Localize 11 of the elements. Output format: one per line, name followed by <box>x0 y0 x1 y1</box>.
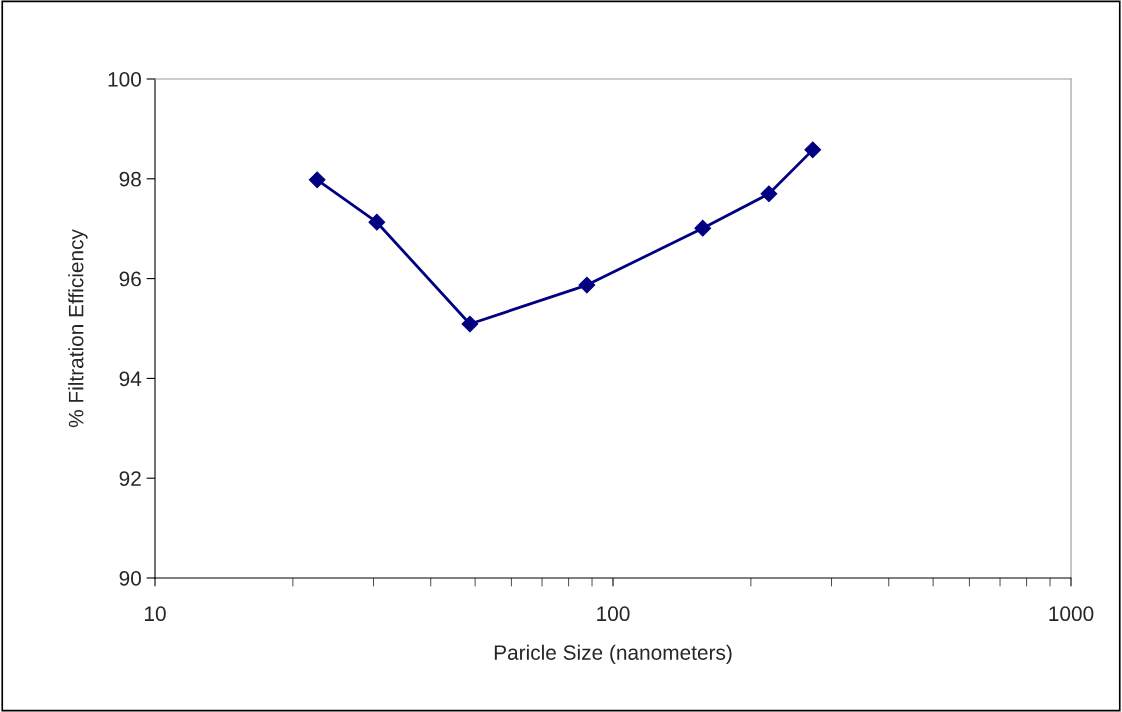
y-tick-label: 90 <box>119 571 141 586</box>
y-tick-label: 98 <box>119 171 141 187</box>
x-tick-label: 1000 <box>1049 606 1094 622</box>
y-tick-label: 92 <box>119 471 141 486</box>
y-axis-title: % Filtration Efficiency <box>68 229 88 428</box>
x-axis-title: Paricle Size (nanometers) <box>494 644 732 665</box>
x-tick-label: 10 <box>145 606 166 622</box>
x-tick-label: 100 <box>597 606 630 622</box>
y-tick-label: 94 <box>119 371 142 387</box>
y-tick-label: 100 <box>108 72 141 87</box>
y-tick-label: 96 <box>119 271 141 287</box>
